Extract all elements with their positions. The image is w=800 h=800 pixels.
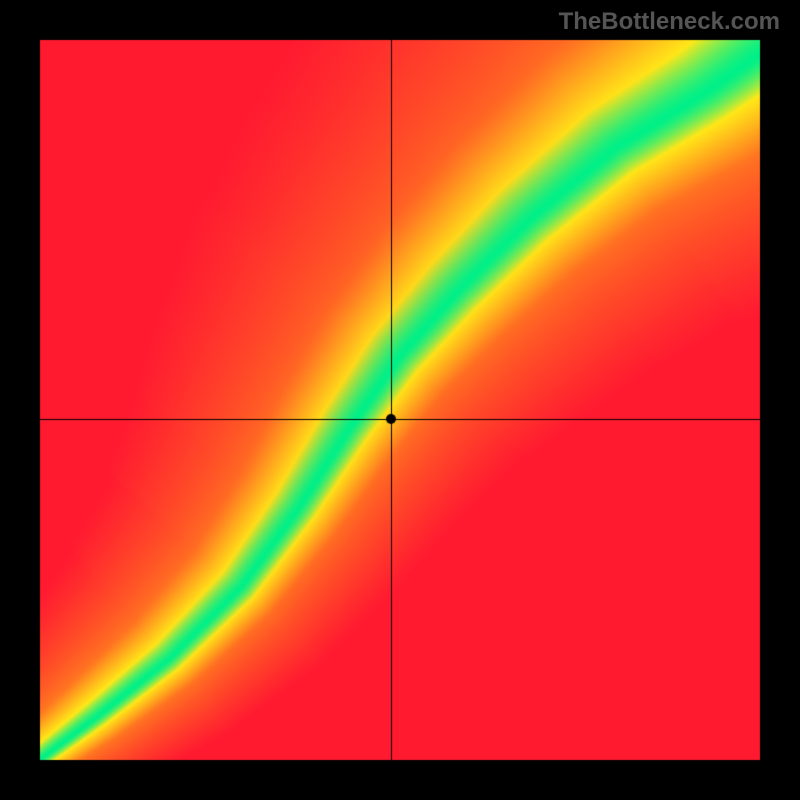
bottleneck-heatmap xyxy=(0,0,800,800)
watermark-text: TheBottleneck.com xyxy=(559,8,780,36)
chart-container: TheBottleneck.com xyxy=(0,0,800,800)
